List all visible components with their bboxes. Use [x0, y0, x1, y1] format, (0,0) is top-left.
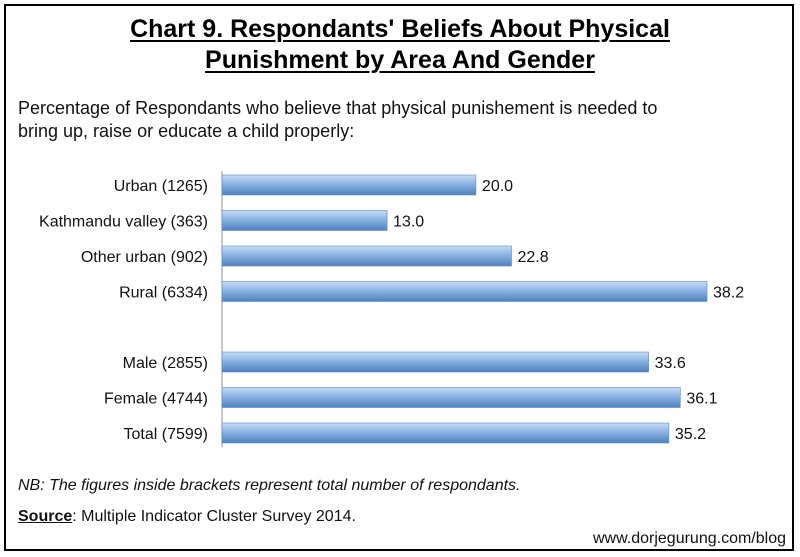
category-label-6: Total (7599)	[124, 426, 209, 443]
chart-frame	[4, 4, 794, 551]
source-text: : Multiple Indicator Cluster Survey 2014…	[72, 508, 356, 525]
bar-3	[221, 281, 708, 302]
bar-1	[221, 210, 388, 231]
chart-title-line-2: Punishment by Area And Gender	[205, 46, 595, 74]
bar-0	[221, 174, 477, 196]
value-label-2: 22.8	[517, 249, 548, 266]
category-label-3: Rural (6334)	[119, 285, 208, 302]
value-label-0: 20.0	[482, 178, 513, 195]
value-label-1: 13.0	[393, 214, 424, 231]
category-label-1: Kathmandu valley (363)	[39, 214, 208, 231]
value-label-5: 36.1	[686, 391, 717, 408]
category-label-0: Urban (1265)	[114, 178, 208, 195]
chart-subtitle-line-1: Percentage of Respondants who believe th…	[18, 98, 658, 118]
bar-5	[221, 387, 681, 408]
bar-2	[221, 245, 512, 267]
bar-6	[221, 422, 670, 444]
category-label-5: Female (4744)	[104, 391, 208, 408]
chart-source: Source: Multiple Indicator Cluster Surve…	[18, 508, 356, 526]
bar-4	[221, 351, 649, 373]
value-label-6: 35.2	[675, 426, 706, 443]
chart-subtitle-line-2: bring up, raise or educate a child prope…	[18, 121, 355, 141]
category-label-4: Male (2855)	[123, 355, 208, 372]
website-credit: www.dorjegurung.com/blog	[593, 530, 786, 547]
value-label-3: 38.2	[713, 285, 744, 302]
source-label: Source	[18, 508, 73, 525]
chart-title-line-1: Chart 9. Respondants' Beliefs About Phys…	[130, 15, 670, 43]
chart-note: NB: The figures inside brackets represen…	[18, 477, 521, 494]
category-label-2: Other urban (902)	[81, 249, 208, 266]
value-label-4: 33.6	[655, 355, 686, 372]
